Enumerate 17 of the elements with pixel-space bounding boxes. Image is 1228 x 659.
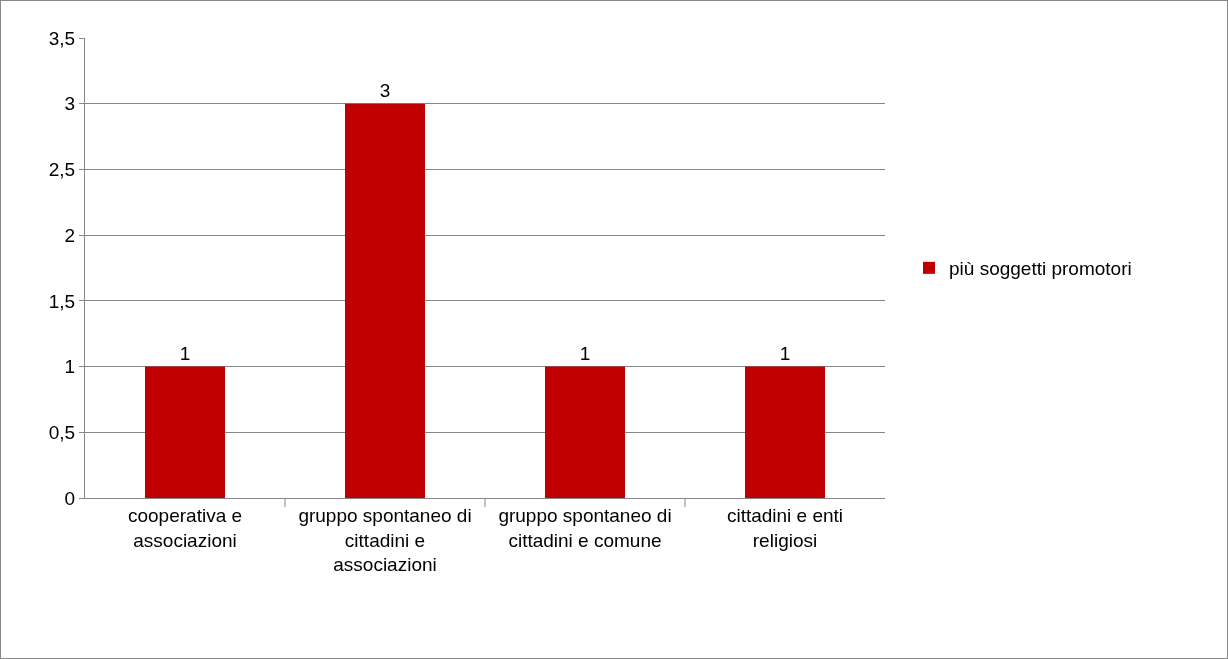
y-tick-label: 3,5 bbox=[48, 27, 76, 49]
y-tick-label: 1,5 bbox=[48, 290, 76, 312]
data-label: 1 bbox=[179, 342, 191, 364]
x-tick-label: cittadini e enti religiosi bbox=[726, 504, 844, 551]
y-tick-label: 1 bbox=[64, 356, 76, 378]
x-tick-label: gruppo spontaneo di cittadini e associazioni bbox=[298, 504, 472, 576]
x-tick-label: cooperativa e associazioni bbox=[127, 504, 243, 551]
y-tick-label: 2,5 bbox=[48, 159, 76, 181]
data-label: 3 bbox=[379, 79, 391, 101]
data-label: 1 bbox=[579, 342, 591, 364]
y-tick-label: 2 bbox=[64, 224, 76, 246]
y-tick-label: 0 bbox=[64, 487, 76, 509]
data-label: 1 bbox=[779, 342, 791, 364]
y-tick-label: 3 bbox=[64, 93, 76, 115]
y-tick-label: 0,5 bbox=[48, 421, 76, 443]
x-tick-label: gruppo spontaneo di cittadini e comune bbox=[498, 504, 672, 551]
legend-label: più soggetti promotori bbox=[949, 258, 1132, 280]
